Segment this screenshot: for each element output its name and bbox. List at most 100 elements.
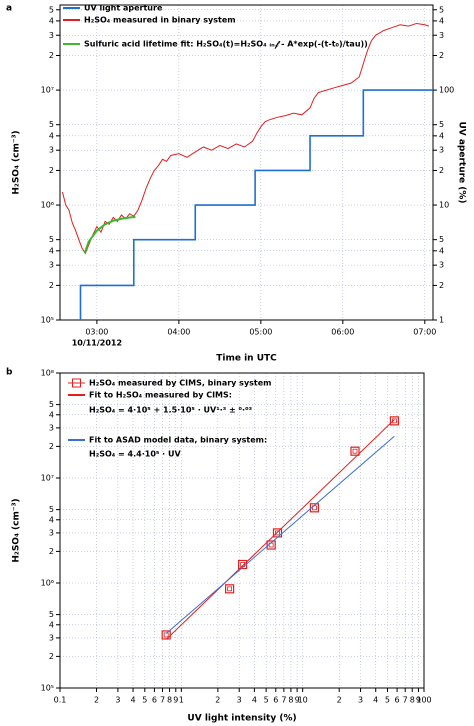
y-tick-label: 5 — [49, 400, 54, 409]
data-line — [61, 22, 430, 255]
y-tick-label: 5 — [49, 505, 54, 514]
data-point-inner — [275, 530, 280, 536]
y2-axis-title: UV aperture (%) — [457, 121, 467, 203]
y-tick-label: 10⁸ — [41, 369, 54, 378]
data-point — [309, 503, 320, 513]
y2-tick-label: 2 — [439, 166, 444, 175]
legend-label: Fit to H₂SO₄ measured by CIMS: — [89, 391, 232, 400]
y-tick-label: 10⁷ — [41, 474, 54, 483]
x-tick-label: 3 — [358, 696, 363, 705]
y-tick-label: 2 — [49, 547, 54, 556]
y-tick-label: 3 — [49, 261, 54, 270]
y2-tick-label: 3 — [439, 261, 444, 270]
legend-label: Fit to ASAD model data, binary system: — [89, 436, 267, 445]
x-tick-label: 7 — [281, 696, 286, 705]
x-tick-label: 05:00 — [249, 328, 272, 337]
data-point — [266, 540, 276, 550]
y-tick-label: 4 — [49, 410, 54, 419]
y-tick-label: 2 — [49, 281, 54, 290]
x-tick-label: 100 — [416, 696, 431, 705]
plot-area — [60, 373, 424, 688]
y-axis-title: H₂SO₄ (cm⁻³) — [12, 498, 22, 562]
y2-tick-label: 3 — [439, 31, 444, 40]
y-tick-label: 10⁵ — [41, 684, 54, 693]
x-tick-label: 3 — [237, 696, 242, 705]
y2-tick-label: 5 — [439, 235, 444, 244]
data-point — [225, 584, 235, 594]
y-tick-label: 10⁷ — [41, 86, 54, 95]
y-tick-label: 5 — [49, 120, 54, 129]
plot-frame — [59, 4, 434, 321]
y-tick-label: 2 — [49, 652, 54, 661]
x-tick-label: 06:00 — [331, 328, 354, 337]
y2-tick-label: 1 — [439, 316, 444, 325]
y-tick-label: 5 — [49, 5, 54, 14]
x-axis-title: UV light intensity (%) — [187, 714, 296, 724]
x-tick-label: 1 — [179, 696, 184, 705]
x-tick-label: 7 — [403, 696, 408, 705]
x-tick-label: 9 — [173, 696, 178, 705]
x-tick-label: 7 — [160, 696, 165, 705]
x-tick-label: 0.1 — [54, 696, 67, 705]
y-tick-label: 3 — [49, 633, 54, 642]
x-tick-label: 6 — [395, 696, 400, 705]
y-tick-label: 10⁵ — [41, 316, 54, 325]
legend-swatch — [72, 378, 81, 388]
y2-tick-label: 5 — [439, 5, 444, 14]
x-tick-label: 6 — [273, 696, 278, 705]
y-axis-title: H₂SO₄ (cm⁻³) — [12, 130, 22, 194]
x-tick-label: 10 — [298, 696, 308, 705]
x-tick-label: 8 — [167, 696, 172, 705]
x-tick-label: 9 — [295, 696, 300, 705]
x-tick-label: 5 — [142, 696, 147, 705]
data-line — [83, 215, 136, 254]
x-tick-label: 2 — [337, 696, 342, 705]
data-point — [350, 446, 360, 456]
y-tick-label: 3 — [49, 31, 54, 40]
x-tick-label: 04:00 — [167, 328, 190, 337]
y2-tick-label: 2 — [439, 51, 444, 60]
y-tick-label: 4 — [49, 131, 54, 140]
y-tick-label: 10⁶ — [41, 201, 54, 210]
annotation: H₂SO₄ = 4·10⁵ + 1.5·10⁵ · UV¹·³ ± ⁰·⁰³ — [89, 406, 253, 415]
x-tick-label: 6 — [152, 696, 157, 705]
y-tick-label: 4 — [49, 16, 54, 25]
y2-tick-label: 10 — [439, 201, 449, 210]
x-tick-label: 3 — [115, 696, 120, 705]
data-line — [79, 89, 433, 320]
y2-tick-label: 4 — [439, 131, 444, 140]
y2-tick-label: 2 — [439, 281, 444, 290]
y-tick-label: 3 — [49, 146, 54, 155]
y-tick-label: 2 — [49, 51, 54, 60]
y2-tick-label: 100 — [439, 86, 454, 95]
x-tick-label: 4 — [373, 696, 378, 705]
x-tick-label: 8 — [410, 696, 415, 705]
data-line — [165, 435, 395, 634]
y-tick-label: 3 — [49, 423, 54, 432]
panel-label: b — [6, 368, 13, 378]
plot-area — [60, 5, 433, 320]
y-tick-label: 3 — [49, 528, 54, 537]
y-tick-label: 5 — [49, 235, 54, 244]
legend-label: H₂SO₄ measured by CIMS, binary system — [89, 379, 272, 388]
y-tick-label: 4 — [49, 246, 54, 255]
date-label: 10/11/2012 — [72, 339, 122, 348]
x-tick-label: 2 — [215, 696, 220, 705]
x-tick-label: 9 — [416, 696, 421, 705]
y2-tick-label: 3 — [439, 146, 444, 155]
data-point-inner — [227, 586, 233, 592]
x-tick-label: 5 — [264, 696, 269, 705]
x-tick-label: 03:00 — [85, 328, 108, 337]
x-axis-title: Time in UTC — [216, 354, 277, 364]
x-tick-label: 07:00 — [413, 328, 436, 337]
x-tick-label: 2 — [94, 696, 99, 705]
x-tick-label: 4 — [131, 696, 136, 705]
x-tick-label: 4 — [252, 696, 257, 705]
legend-label: Sulfuric acid lifetime fit: H₂SO₄(t)=H₂S… — [84, 40, 368, 50]
x-tick-label: 5 — [385, 696, 390, 705]
y-tick-label: 10⁶ — [41, 579, 54, 588]
y-tick-label: 2 — [49, 166, 54, 175]
y-tick-label: 5 — [49, 610, 54, 619]
y2-tick-label: 4 — [439, 16, 444, 25]
